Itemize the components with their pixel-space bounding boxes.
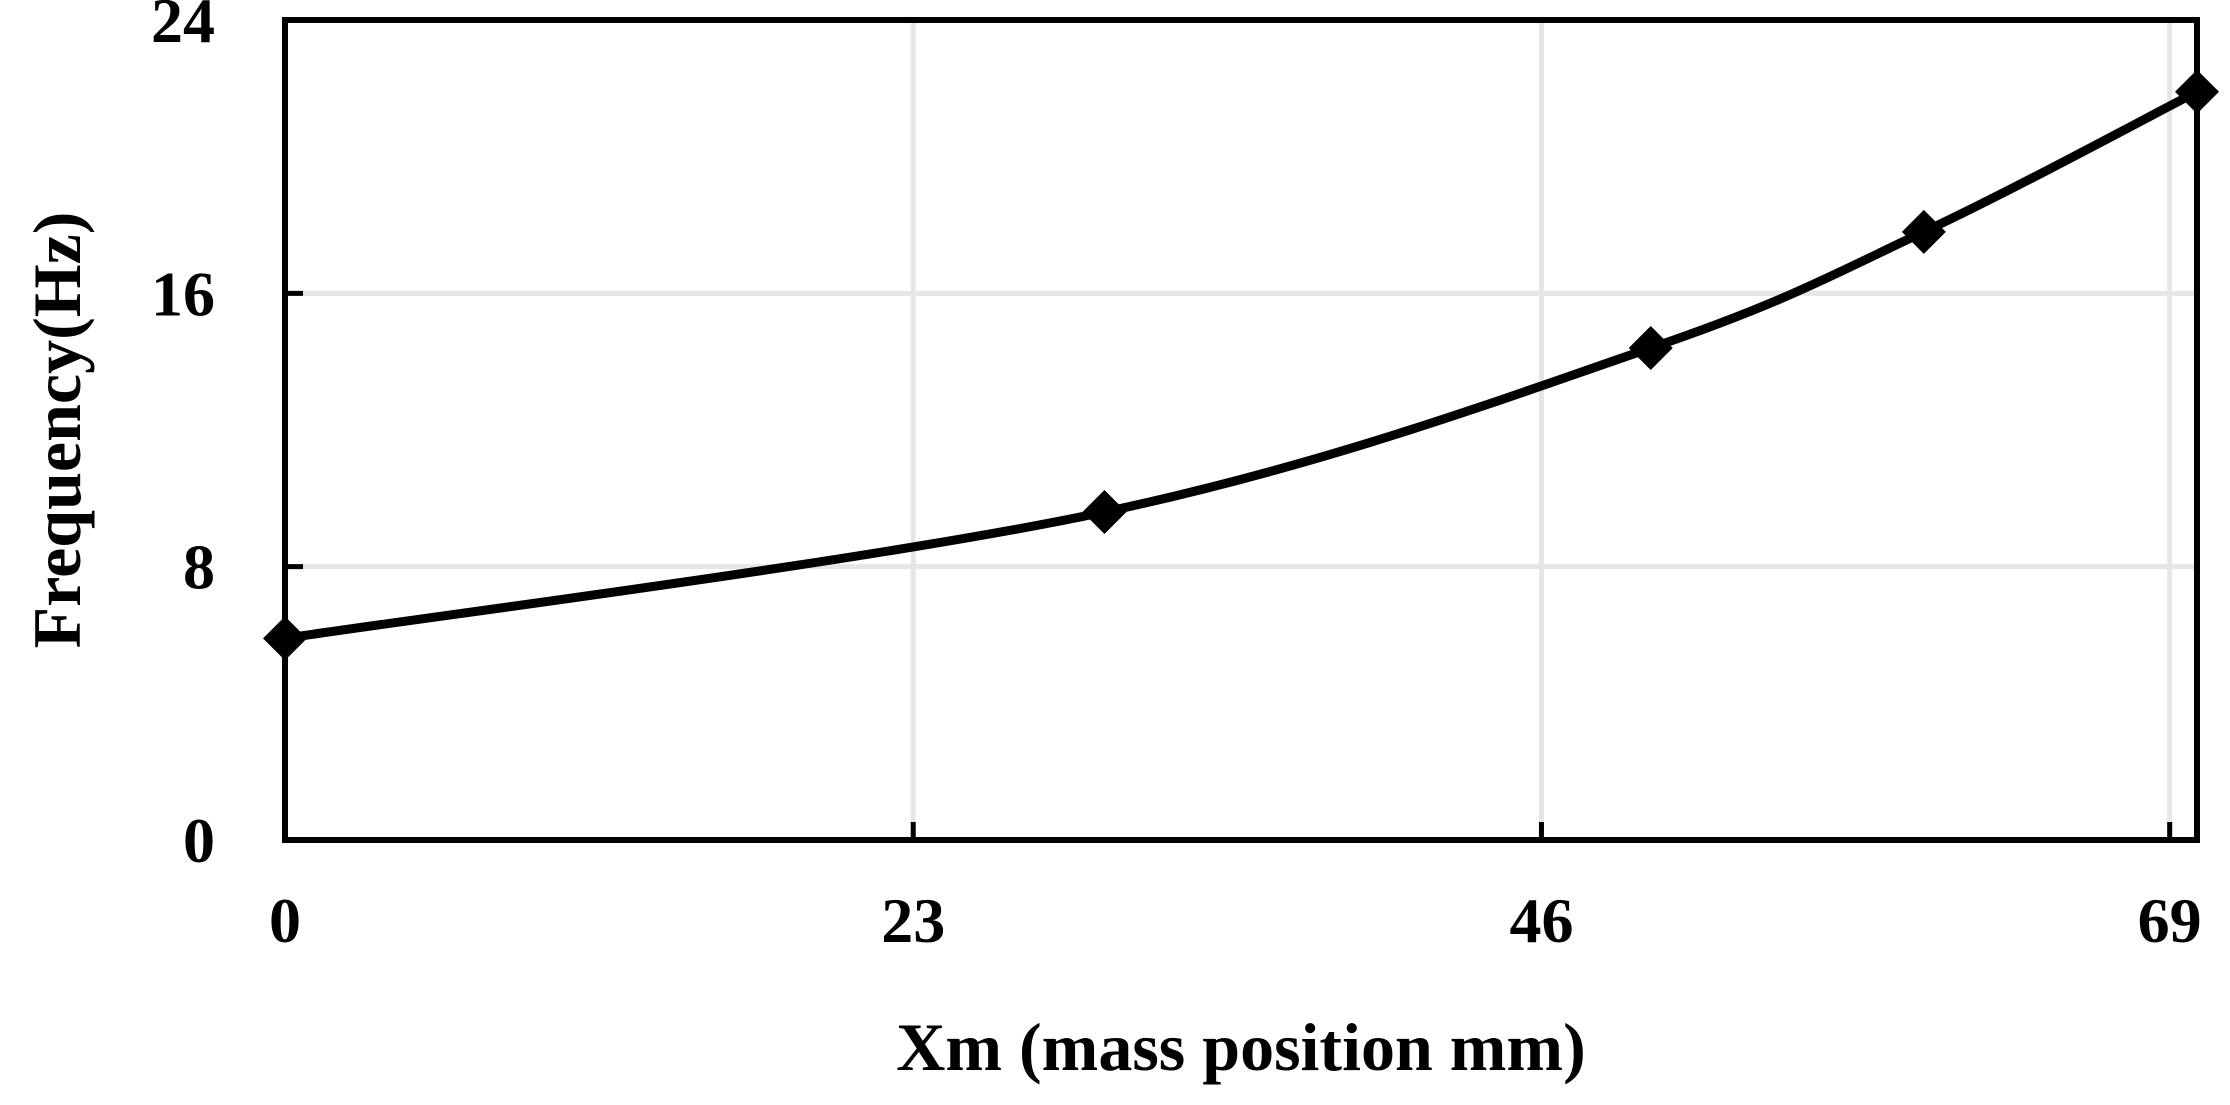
x-tick-label: 46 [1509, 885, 1573, 956]
data-point-marker [263, 616, 307, 661]
data-point-marker [2175, 69, 2219, 114]
x-axis-title: Xm (mass position mm) [896, 1009, 1585, 1085]
x-tick-label: 23 [881, 885, 945, 956]
y-tick-label: 24 [151, 0, 215, 56]
data-point-marker [1082, 490, 1127, 534]
y-tick-label: 8 [183, 532, 215, 603]
data-markers [263, 69, 2219, 661]
data-point-marker [1901, 209, 1946, 254]
axis-ticks [282, 17, 2173, 843]
y-axis-title: Frequency(Hz) [19, 212, 95, 649]
series-line-frequency [280, 87, 2202, 643]
plot-frame [282, 17, 2200, 843]
x-tick-label: 69 [2138, 885, 2202, 956]
x-tick-label: 0 [269, 885, 301, 956]
tick-labels: 0 23 46 69 0 8 16 24 [151, 0, 2202, 956]
y-tick-label: 16 [151, 258, 215, 329]
y-tick-label: 0 [183, 805, 215, 876]
data-point-marker [1628, 326, 1673, 370]
